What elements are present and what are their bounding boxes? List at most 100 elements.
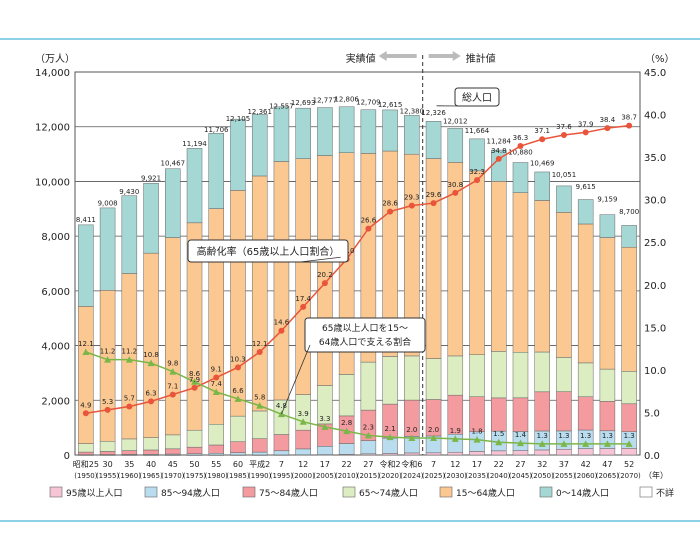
x-label-year: (2040) xyxy=(487,472,511,480)
bar-segment-2 xyxy=(208,452,224,456)
bar-segment-1 xyxy=(469,451,485,456)
total-label: 9,159 xyxy=(597,195,617,203)
total-label: 11,664 xyxy=(465,127,490,135)
x-label-year: (2060) xyxy=(574,472,598,480)
x-label-year: (2020) xyxy=(378,472,402,480)
aging-rate-label: 9.1 xyxy=(211,366,222,374)
x-label-year: (1985) xyxy=(226,472,250,480)
x-label-era: 17 xyxy=(472,460,482,469)
legend-swatch-4 xyxy=(342,486,356,498)
total-label: 12,693 xyxy=(291,99,316,107)
bar-segment-4 xyxy=(186,429,203,448)
support-ratio-label: 2.0 xyxy=(406,426,417,434)
left-tick-label: 0 xyxy=(64,451,70,462)
bar-segment-2 xyxy=(317,446,333,455)
x-label-era: 令和2 xyxy=(380,459,401,469)
bar-segment-4 xyxy=(556,357,572,392)
bar-segment-6 xyxy=(165,168,181,238)
support-ratio-label: 2.3 xyxy=(363,423,374,431)
bar-segment-6 xyxy=(534,171,550,201)
aging-rate-point xyxy=(104,406,111,413)
x-label-year: (2005) xyxy=(313,472,337,480)
bar-segment-4 xyxy=(230,415,246,442)
bar-segment-5 xyxy=(78,306,94,444)
bar-segment-1 xyxy=(534,449,550,456)
support-ratio-callout-line1: 65歳以上人口を15～ xyxy=(322,322,408,334)
aging-rate-point xyxy=(169,391,176,398)
bar-segment-4 xyxy=(165,434,181,450)
legend-swatch-2 xyxy=(144,486,158,498)
aging-rate-point xyxy=(604,125,611,132)
aging-rate-label: 38.7 xyxy=(621,114,637,122)
total-label: 10,051 xyxy=(552,171,577,179)
left-tick-label: 6,000 xyxy=(41,287,70,298)
x-label-year: (2050) xyxy=(531,472,555,480)
bar-segment-6 xyxy=(512,162,529,193)
x-label-era: 27 xyxy=(363,460,373,469)
support-ratio-label: 8.6 xyxy=(189,370,201,378)
bar-segment-1 xyxy=(491,450,507,456)
bar-segment-4 xyxy=(78,443,94,453)
x-label-year: (2065) xyxy=(596,472,620,480)
bar-segment-4 xyxy=(491,351,507,399)
total-callout: 総人口 xyxy=(462,91,492,104)
support-ratio-label: 3.9 xyxy=(298,410,309,418)
total-label: 11,284 xyxy=(487,137,512,145)
support-ratio-point xyxy=(234,395,242,402)
total-label: 12,777 xyxy=(313,96,338,104)
arrow-right-body xyxy=(428,54,457,58)
support-ratio-point xyxy=(169,368,177,375)
aging-rate-label: 38.4 xyxy=(600,116,616,124)
bar-segment-5 xyxy=(491,181,507,352)
total-label: 11,706 xyxy=(204,126,229,134)
total-label: 12,557 xyxy=(269,102,294,110)
bar-segment-2 xyxy=(273,450,290,456)
aging-rate-point xyxy=(387,208,394,215)
support-ratio-point xyxy=(125,356,133,363)
aging-rate-label: 4.9 xyxy=(80,401,91,409)
legend-label-7: 不詳 xyxy=(656,487,674,499)
support-ratio-label: 5.8 xyxy=(254,394,265,402)
x-label-era: 52 xyxy=(624,460,634,469)
x-label-era: 平成2 xyxy=(249,459,270,469)
support-ratio-label: 4.8 xyxy=(276,402,287,410)
aging-rate-point xyxy=(517,143,524,150)
aging-rate-point xyxy=(365,225,372,232)
aging-rate-label: 34.8 xyxy=(491,147,507,155)
x-label-era: 12 xyxy=(298,460,308,469)
right-tick-label: 30.0 xyxy=(644,196,666,207)
bar-segment-3 xyxy=(230,441,246,453)
support-ratio-label: 1.8 xyxy=(471,428,482,436)
support-ratio-label: 10.8 xyxy=(143,351,159,359)
bar-segment-6 xyxy=(621,225,637,248)
bar-segment-3 xyxy=(78,451,94,455)
total-label: 8,700 xyxy=(619,208,639,216)
legend-swatch-5 xyxy=(439,486,453,498)
aging-rate-point xyxy=(191,384,198,391)
aging-rate-point xyxy=(474,177,481,184)
bar-segment-1 xyxy=(577,448,594,456)
left-tick-label: 4,000 xyxy=(41,342,70,353)
bar-segment-3 xyxy=(491,397,507,432)
aging-rate-label: 36.3 xyxy=(513,134,529,142)
bar-segment-2 xyxy=(360,440,377,455)
support-ratio-callout-line2: 64歳人口で支える割合 xyxy=(319,336,411,348)
bar-segment-3 xyxy=(186,446,203,454)
aging-rate-point xyxy=(256,349,263,356)
aging-rate-label: 37.9 xyxy=(578,120,594,128)
x-label-era: 45 xyxy=(168,460,178,469)
total-label: 9,008 xyxy=(98,200,118,208)
right-tick-label: 45.0 xyxy=(644,68,666,79)
total-label: 12,012 xyxy=(443,117,468,125)
bar-segment-3 xyxy=(295,429,311,450)
x-label-era: 27 xyxy=(515,460,525,469)
left-tick-label: 12,000 xyxy=(35,123,70,134)
total-label: 9,430 xyxy=(119,188,139,196)
bar-segment-4 xyxy=(208,424,224,446)
bar-segment-3 xyxy=(208,444,224,454)
x-label-era: 昭和25 xyxy=(73,460,99,469)
total-label: 10,880 xyxy=(508,148,533,156)
x-label-year: (1960) xyxy=(118,472,142,480)
aging-rate-label: 37.1 xyxy=(534,127,550,135)
